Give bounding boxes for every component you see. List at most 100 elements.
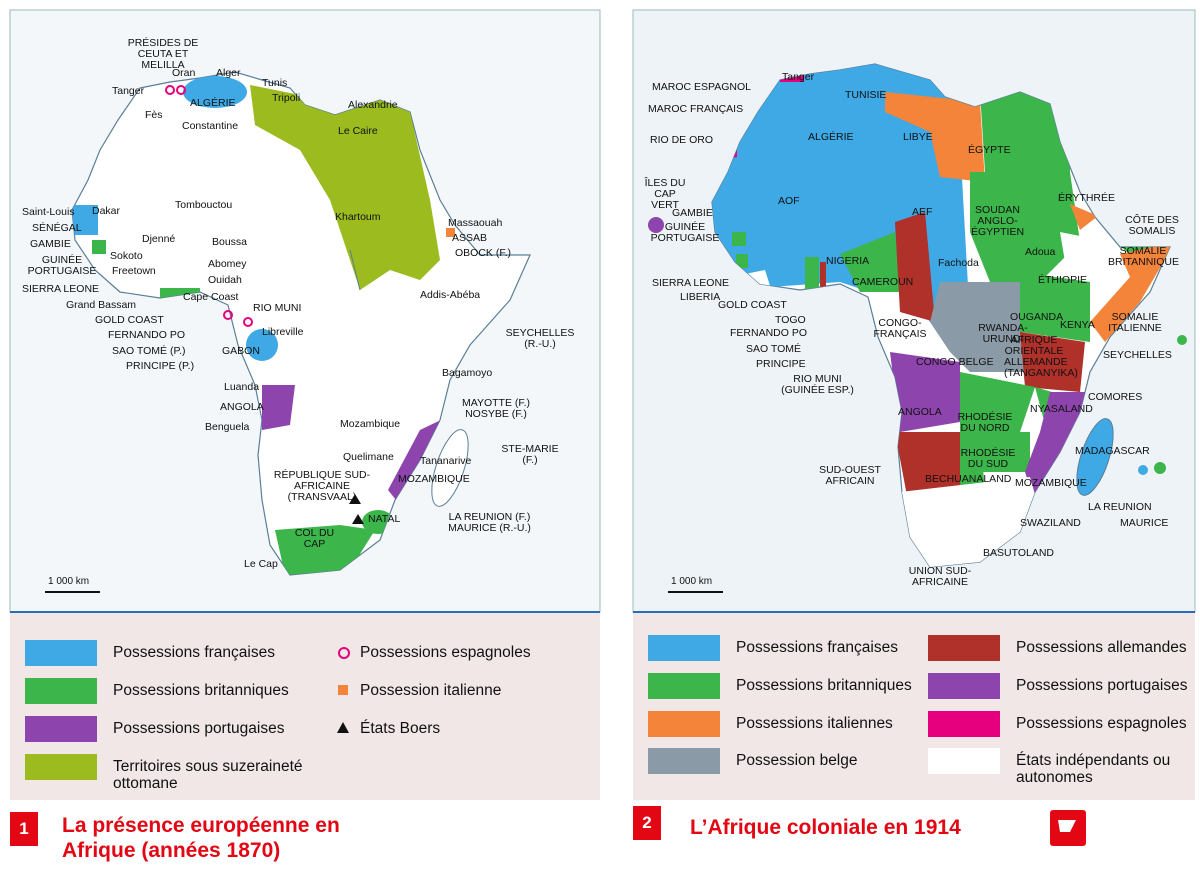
map-label: Tanger (782, 71, 815, 83)
map-label: MOZAMBIQUE (398, 473, 470, 485)
map-label: AEF (912, 206, 933, 218)
legend-label: Possessions allemandes (1016, 639, 1187, 656)
map-label: LIBERIA (680, 291, 721, 303)
legend-swatch (648, 635, 720, 661)
map-label: SOMALIE BRITANNIQUE (1108, 245, 1179, 268)
map-label: MAROC FRANÇAIS (648, 103, 744, 115)
map-label: ANGOLA (898, 406, 942, 418)
map-label: ANGOLA (220, 401, 264, 413)
figure-number: 2 (633, 806, 661, 840)
map-label: Tripoli (272, 92, 301, 104)
map-label: Abomey (208, 258, 247, 270)
map-label: LA REUNION (F.) MAURICE (R.-U.) (448, 511, 531, 534)
legend-label: États Boers (360, 720, 441, 737)
map-label: Mozambique (340, 418, 401, 430)
map-label: Addis-Abéba (420, 289, 481, 301)
map-label: Tananarive (420, 455, 472, 467)
scale-label: 1 000 km (671, 576, 713, 587)
map-label: Tunis (262, 77, 288, 89)
map-label: SUD-OUEST AFRICAIN (819, 464, 881, 487)
map-label: FERNANDO PO (108, 329, 186, 341)
map-label: RIO MUNI (253, 302, 302, 314)
map-label: Massaouah (448, 217, 503, 229)
map-label: SAO TOMÉ (746, 343, 802, 355)
map-label: GOLD COAST (718, 299, 787, 311)
map-label: BASUTOLAND (983, 547, 1054, 559)
legend-label: Possession italienne (360, 682, 502, 699)
map-label: NIGERIA (826, 255, 870, 267)
legend-swatch (338, 685, 348, 695)
map-label: GAMBIE (30, 238, 71, 250)
map-label: Le Cap (244, 558, 278, 570)
map-label: Khartoum (335, 211, 381, 223)
legend-swatch (928, 673, 1000, 699)
legend-swatch (25, 716, 97, 742)
map-label: Libreville (262, 326, 304, 338)
map-label: COL DU CAP (294, 527, 335, 550)
map-label: MAROC ESPAGNOL (652, 81, 751, 93)
legend-swatch (337, 722, 349, 733)
legend-swatch (648, 748, 720, 774)
map-label: Oran (172, 67, 196, 79)
map-label: RHODÉSIE DU SUD (960, 447, 1016, 470)
map-label: ÉRYTHRÉE (1058, 192, 1115, 204)
map-label: CONGO-FRANÇAIS (873, 317, 927, 340)
map-label: SEYCHELLES (R.-U.) (505, 327, 575, 350)
map-label: MAYOTTE (F.) NOSYBE (F.) (461, 397, 531, 420)
map-label: NYASALAND (1030, 403, 1093, 415)
map-label: GUINÉE PORTUGAISE (27, 254, 97, 277)
map-label: Cape Coast (183, 291, 239, 303)
map-label: RIO MUNI (GUINÉE ESP.) (781, 373, 854, 396)
map-label: Sokoto (110, 250, 143, 262)
legend-label: Possessions espagnoles (360, 644, 531, 661)
map-label: RWANDA-URUNDI (978, 322, 1028, 345)
map-label: MADAGASCAR (1075, 445, 1150, 457)
map-label: AOF (778, 195, 800, 207)
map-label: RIO DE ORO (650, 134, 714, 146)
map-label: UNION SUD-AFRICAINE (908, 565, 972, 588)
map-label: SIERRA LEONE (22, 283, 100, 295)
figure-number: 1 (10, 812, 38, 846)
map-label: RÉPUBLIQUE SUD-AFRICAINE (TRANSVAAL) (273, 469, 371, 503)
map-label: Alexandrie (348, 99, 398, 111)
scale-label: 1 000 km (48, 576, 90, 587)
map-label: Tombouctou (175, 199, 233, 211)
legend-swatch (338, 647, 350, 659)
map-label: Boussa (212, 236, 248, 248)
map-label: Freetown (112, 265, 156, 277)
legend-label: Possessions britanniques (113, 682, 289, 699)
map-label: COMORES (1088, 391, 1143, 403)
map-label: SOUDAN ANGLO-ÉGYPTIEN (970, 204, 1025, 238)
map-label: Constantine (182, 120, 239, 132)
map-2 (632, 9, 1196, 846)
map-label: Alger (216, 67, 241, 79)
map-label: LIBYE (903, 131, 933, 143)
map-label: Adoua (1025, 246, 1056, 258)
map-label: GOLD COAST (95, 314, 164, 326)
map-label: FERNANDO PO (730, 327, 808, 339)
map-label: LA REUNION (1088, 501, 1152, 513)
map-label: NATAL (368, 513, 401, 525)
figure-title: La présence européenne en Afrique (année… (62, 814, 340, 862)
map-label: SOMALIE ITALIENNE (1108, 311, 1162, 334)
map-label: Fès (145, 109, 163, 121)
map-label: ÉGYPTE (968, 144, 1011, 156)
map-label: OBOCK (F.) (455, 247, 512, 259)
map-label: PRÉSIDES DE CEUTA ET MELILLA (127, 37, 199, 71)
map-label: MAURICE (1120, 517, 1169, 529)
map-label: CAMEROUN (852, 276, 914, 288)
map-label: CONGO BELGE (916, 356, 994, 368)
legend-swatch (928, 635, 1000, 661)
map-label: Quelimane (343, 451, 394, 463)
map-label: Bagamoyo (442, 367, 493, 379)
map-label: Djenné (142, 233, 176, 245)
map-label: SIERRA LEONE (652, 277, 730, 289)
map-label: Fachoda (938, 257, 979, 269)
map-label: Luanda (224, 381, 260, 393)
legend-swatch (928, 748, 1000, 774)
map-label: SAO TOMÉ (P.) (112, 345, 186, 357)
map-label: MOZAMBIQUE (1015, 477, 1087, 489)
map-label: SÉNÉGAL (32, 222, 82, 234)
legend-swatch (648, 711, 720, 737)
legend-swatch (25, 678, 97, 704)
